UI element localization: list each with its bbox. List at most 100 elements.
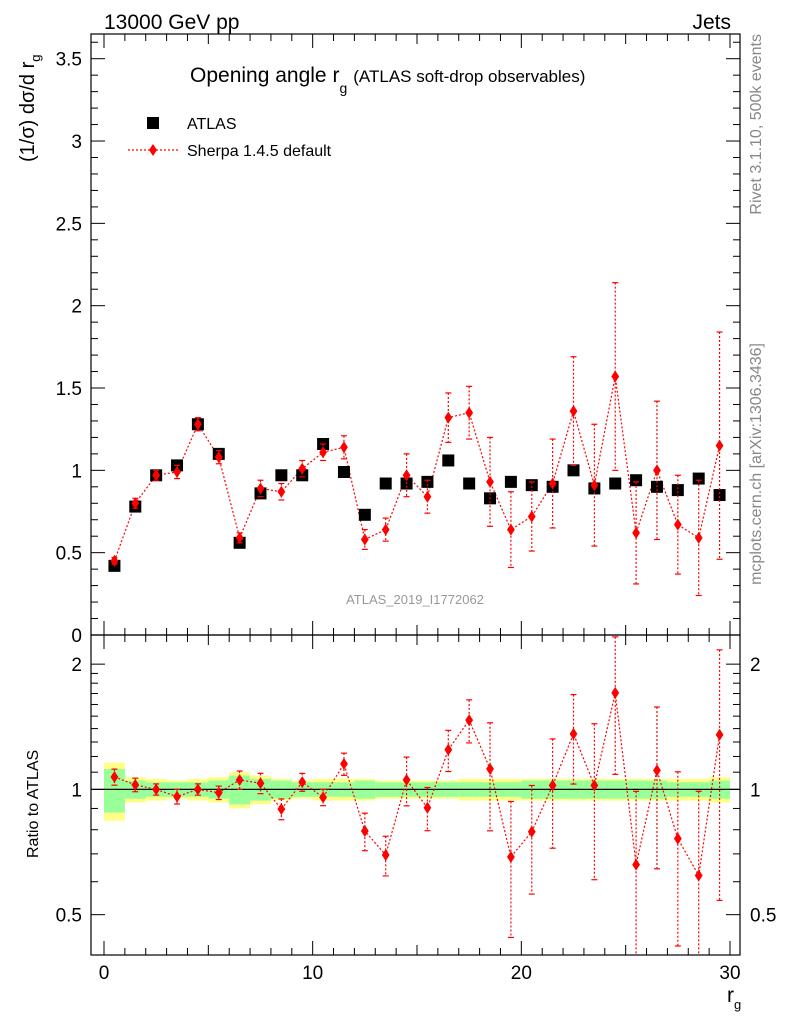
legend-mc-marker: [149, 144, 157, 156]
side-text-group: Rivet 3.1.10, 500k events mcplots.cern.c…: [748, 34, 765, 585]
main-y-tick-label: 2: [71, 297, 82, 318]
data-point: [525, 479, 538, 492]
main-plot-content: [108, 282, 726, 597]
ratio-y-axis-label: Ratio to ATLAS: [25, 750, 42, 858]
uncertainty-band-inner: [104, 768, 125, 813]
mc-point: [173, 465, 181, 478]
mc-ratio-point: [173, 790, 181, 803]
mc-point: [653, 464, 661, 477]
mc-point: [590, 479, 599, 492]
header-left: 13000 GeV pp: [104, 11, 239, 34]
mc-point: [256, 482, 265, 495]
header-right: Jets: [692, 11, 731, 34]
mc-ratio-point: [340, 757, 348, 770]
x-tick-label: 20: [511, 963, 532, 984]
mc-point: [402, 469, 411, 482]
plot-title-main: Opening angle r: [190, 64, 339, 87]
mc-point: [298, 462, 307, 475]
x-tick-label: 30: [719, 963, 740, 984]
mc-point: [131, 497, 140, 510]
data-point: [337, 465, 350, 478]
mc-ratio-point: [611, 686, 620, 699]
mc-point: [465, 406, 474, 419]
mc-ratio-point: [653, 764, 661, 777]
mc-point: [381, 523, 390, 536]
mc-ratio-point: [152, 783, 161, 796]
mc-ratio-point: [486, 762, 494, 775]
data-point: [671, 484, 684, 497]
main-y-axis-label-text: (1/σ) dσ/d r: [17, 61, 39, 162]
data-point: [630, 474, 643, 487]
mc-ratio-point: [507, 850, 515, 863]
mc-ratio-point: [569, 727, 578, 740]
main-y-tick-label: 1.5: [56, 379, 82, 400]
data-point: [296, 469, 309, 482]
data-point: [692, 472, 705, 485]
mc-ratio-point: [632, 858, 640, 871]
data-point: [567, 464, 580, 477]
x-tick-label: 10: [302, 963, 323, 984]
ratio-y-tick-label: 2: [71, 655, 82, 676]
ratio-y-tick-label-right: 1: [750, 780, 761, 801]
mc-ratio-point: [214, 786, 223, 799]
mcplots-label: mcplots.cern.ch [arXiv:1306.3436]: [748, 343, 765, 585]
mc-ratio-point: [298, 776, 307, 789]
mc-point: [277, 485, 286, 498]
main-y-tick-label: 1: [71, 461, 82, 482]
mc-point: [235, 531, 244, 544]
mc-ratio-point: [527, 825, 536, 838]
mc-point: [548, 477, 557, 490]
ratio-plot-content: [91, 636, 740, 955]
mc-point: [715, 439, 724, 452]
analysis-id-label: ATLAS_2019_I1772062: [346, 592, 484, 607]
mc-ratio-point: [423, 801, 432, 814]
main-y-axis-label-sub: g: [28, 55, 43, 62]
x-axis-label: rg: [727, 984, 741, 1012]
x-tick-label: 0: [99, 963, 110, 984]
data-point: [379, 477, 392, 490]
main-y-tick-label: 0.5: [56, 544, 82, 565]
mc-ratio-point: [319, 791, 327, 804]
mc-point: [569, 405, 578, 418]
mc-ratio-point: [402, 773, 411, 786]
mc-point: [444, 411, 453, 424]
mc-ratio-point: [444, 743, 453, 756]
mc-ratio-point: [110, 770, 119, 783]
x-axis: 0 10 20 30: [99, 635, 741, 984]
mc-point: [527, 510, 536, 523]
main-x-ticks: [103, 34, 731, 635]
plot-title: Opening angle rg (ATLAS soft-drop observa…: [190, 64, 585, 96]
plot-title-suffix: (ATLAS soft-drop observables): [353, 67, 585, 86]
main-y-tick-label: 3: [71, 132, 82, 153]
mc-point: [319, 446, 327, 459]
main-y-axis-label: (1/σ) dσ/d rg: [17, 55, 43, 163]
mc-point: [194, 418, 202, 431]
mc-point: [214, 451, 223, 464]
mc-ratio-point: [590, 779, 599, 792]
x-axis-label-sub: g: [734, 997, 741, 1012]
mc-ratio-point: [715, 728, 724, 741]
mc-ratio-point: [131, 778, 140, 791]
mc-ratio-point: [235, 773, 244, 786]
mc-ratio-point: [465, 714, 474, 727]
ratio-y-tick-label-right: 2: [750, 655, 761, 676]
ratio-y-axis: 0.5 0.5 1 1 2 2: [56, 655, 777, 927]
data-point: [609, 477, 622, 490]
mc-ratio-point: [694, 869, 703, 882]
mc-point: [694, 531, 703, 544]
mc-point: [110, 554, 119, 567]
mc-point: [611, 370, 620, 383]
legend-data-label: ATLAS: [187, 116, 237, 133]
data-point: [275, 469, 288, 482]
mc-point: [360, 533, 369, 546]
mc-ratio-point: [381, 848, 390, 861]
main-y-tick-label: 2.5: [56, 214, 82, 235]
mc-point: [423, 490, 432, 503]
mc-point: [340, 441, 348, 454]
mc-point: [486, 475, 494, 488]
data-point: [442, 454, 455, 467]
mc-ratio-point: [360, 824, 369, 837]
ratio-frame: [90, 634, 741, 956]
data-point: [504, 475, 517, 488]
